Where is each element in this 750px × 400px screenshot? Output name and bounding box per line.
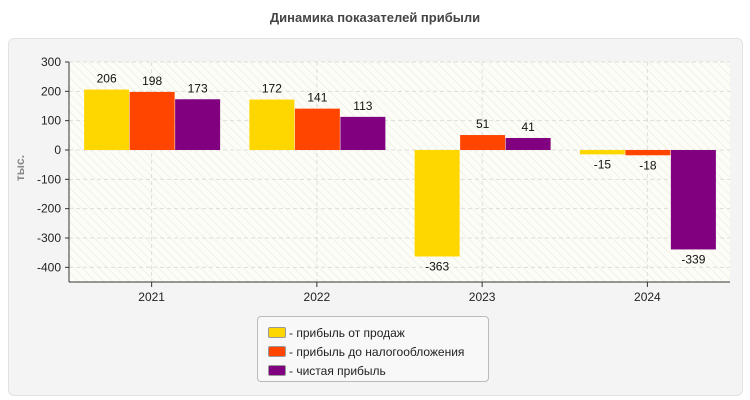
data-label: 113 xyxy=(353,99,372,113)
bar xyxy=(505,137,551,150)
bar xyxy=(340,116,386,150)
bar xyxy=(460,135,506,150)
x-tick-label: 2024 xyxy=(634,290,661,304)
bar xyxy=(579,150,625,155)
plot-area xyxy=(69,62,730,282)
x-tick-label: 2022 xyxy=(304,290,331,304)
bar xyxy=(414,150,460,257)
y-tick-label: 300 xyxy=(41,55,61,69)
legend-swatch xyxy=(268,346,286,357)
data-label: 172 xyxy=(262,82,282,96)
data-label: 41 xyxy=(521,120,535,134)
data-label: 173 xyxy=(188,81,208,95)
data-label: -15 xyxy=(594,157,612,171)
legend-label: - чистая прибыль xyxy=(289,363,386,378)
legend-item: - прибыль до налогообложения xyxy=(268,342,488,361)
y-tick-label: -200 xyxy=(37,202,61,216)
data-label: -18 xyxy=(639,158,657,172)
bar xyxy=(175,99,221,150)
chart-title: Динамика показателей прибыли xyxy=(269,10,481,25)
x-tick-label: 2023 xyxy=(469,290,496,304)
bar xyxy=(84,89,130,150)
y-tick-label: -300 xyxy=(37,231,61,245)
bar xyxy=(625,150,671,156)
x-tick-label: 2021 xyxy=(138,290,165,304)
y-tick-label: 200 xyxy=(41,84,61,98)
data-label: 198 xyxy=(142,74,162,88)
data-label: -363 xyxy=(425,259,449,273)
y-tick-label: -400 xyxy=(37,260,61,274)
bar xyxy=(249,99,295,150)
legend-item: - прибыль от продаж xyxy=(268,323,488,342)
bar xyxy=(670,150,716,250)
y-tick-label: -100 xyxy=(37,172,61,186)
data-label: 51 xyxy=(476,117,490,131)
y-axis-label: тыс. xyxy=(13,155,27,181)
legend-item: - чистая прибыль xyxy=(268,361,488,380)
data-label: 141 xyxy=(307,91,327,105)
bar xyxy=(294,108,340,150)
legend: - прибыль от продаж - прибыль до налогооб… xyxy=(257,316,489,382)
legend-label: - прибыль от продаж xyxy=(289,325,405,340)
data-label: 206 xyxy=(97,72,117,86)
data-label: -339 xyxy=(681,252,705,266)
y-tick-label: 100 xyxy=(41,114,61,128)
legend-swatch xyxy=(268,365,286,376)
bar xyxy=(129,91,175,150)
legend-label: - прибыль до налогообложения xyxy=(289,344,465,359)
legend-swatch xyxy=(268,327,286,338)
y-tick-label: 0 xyxy=(54,143,61,157)
